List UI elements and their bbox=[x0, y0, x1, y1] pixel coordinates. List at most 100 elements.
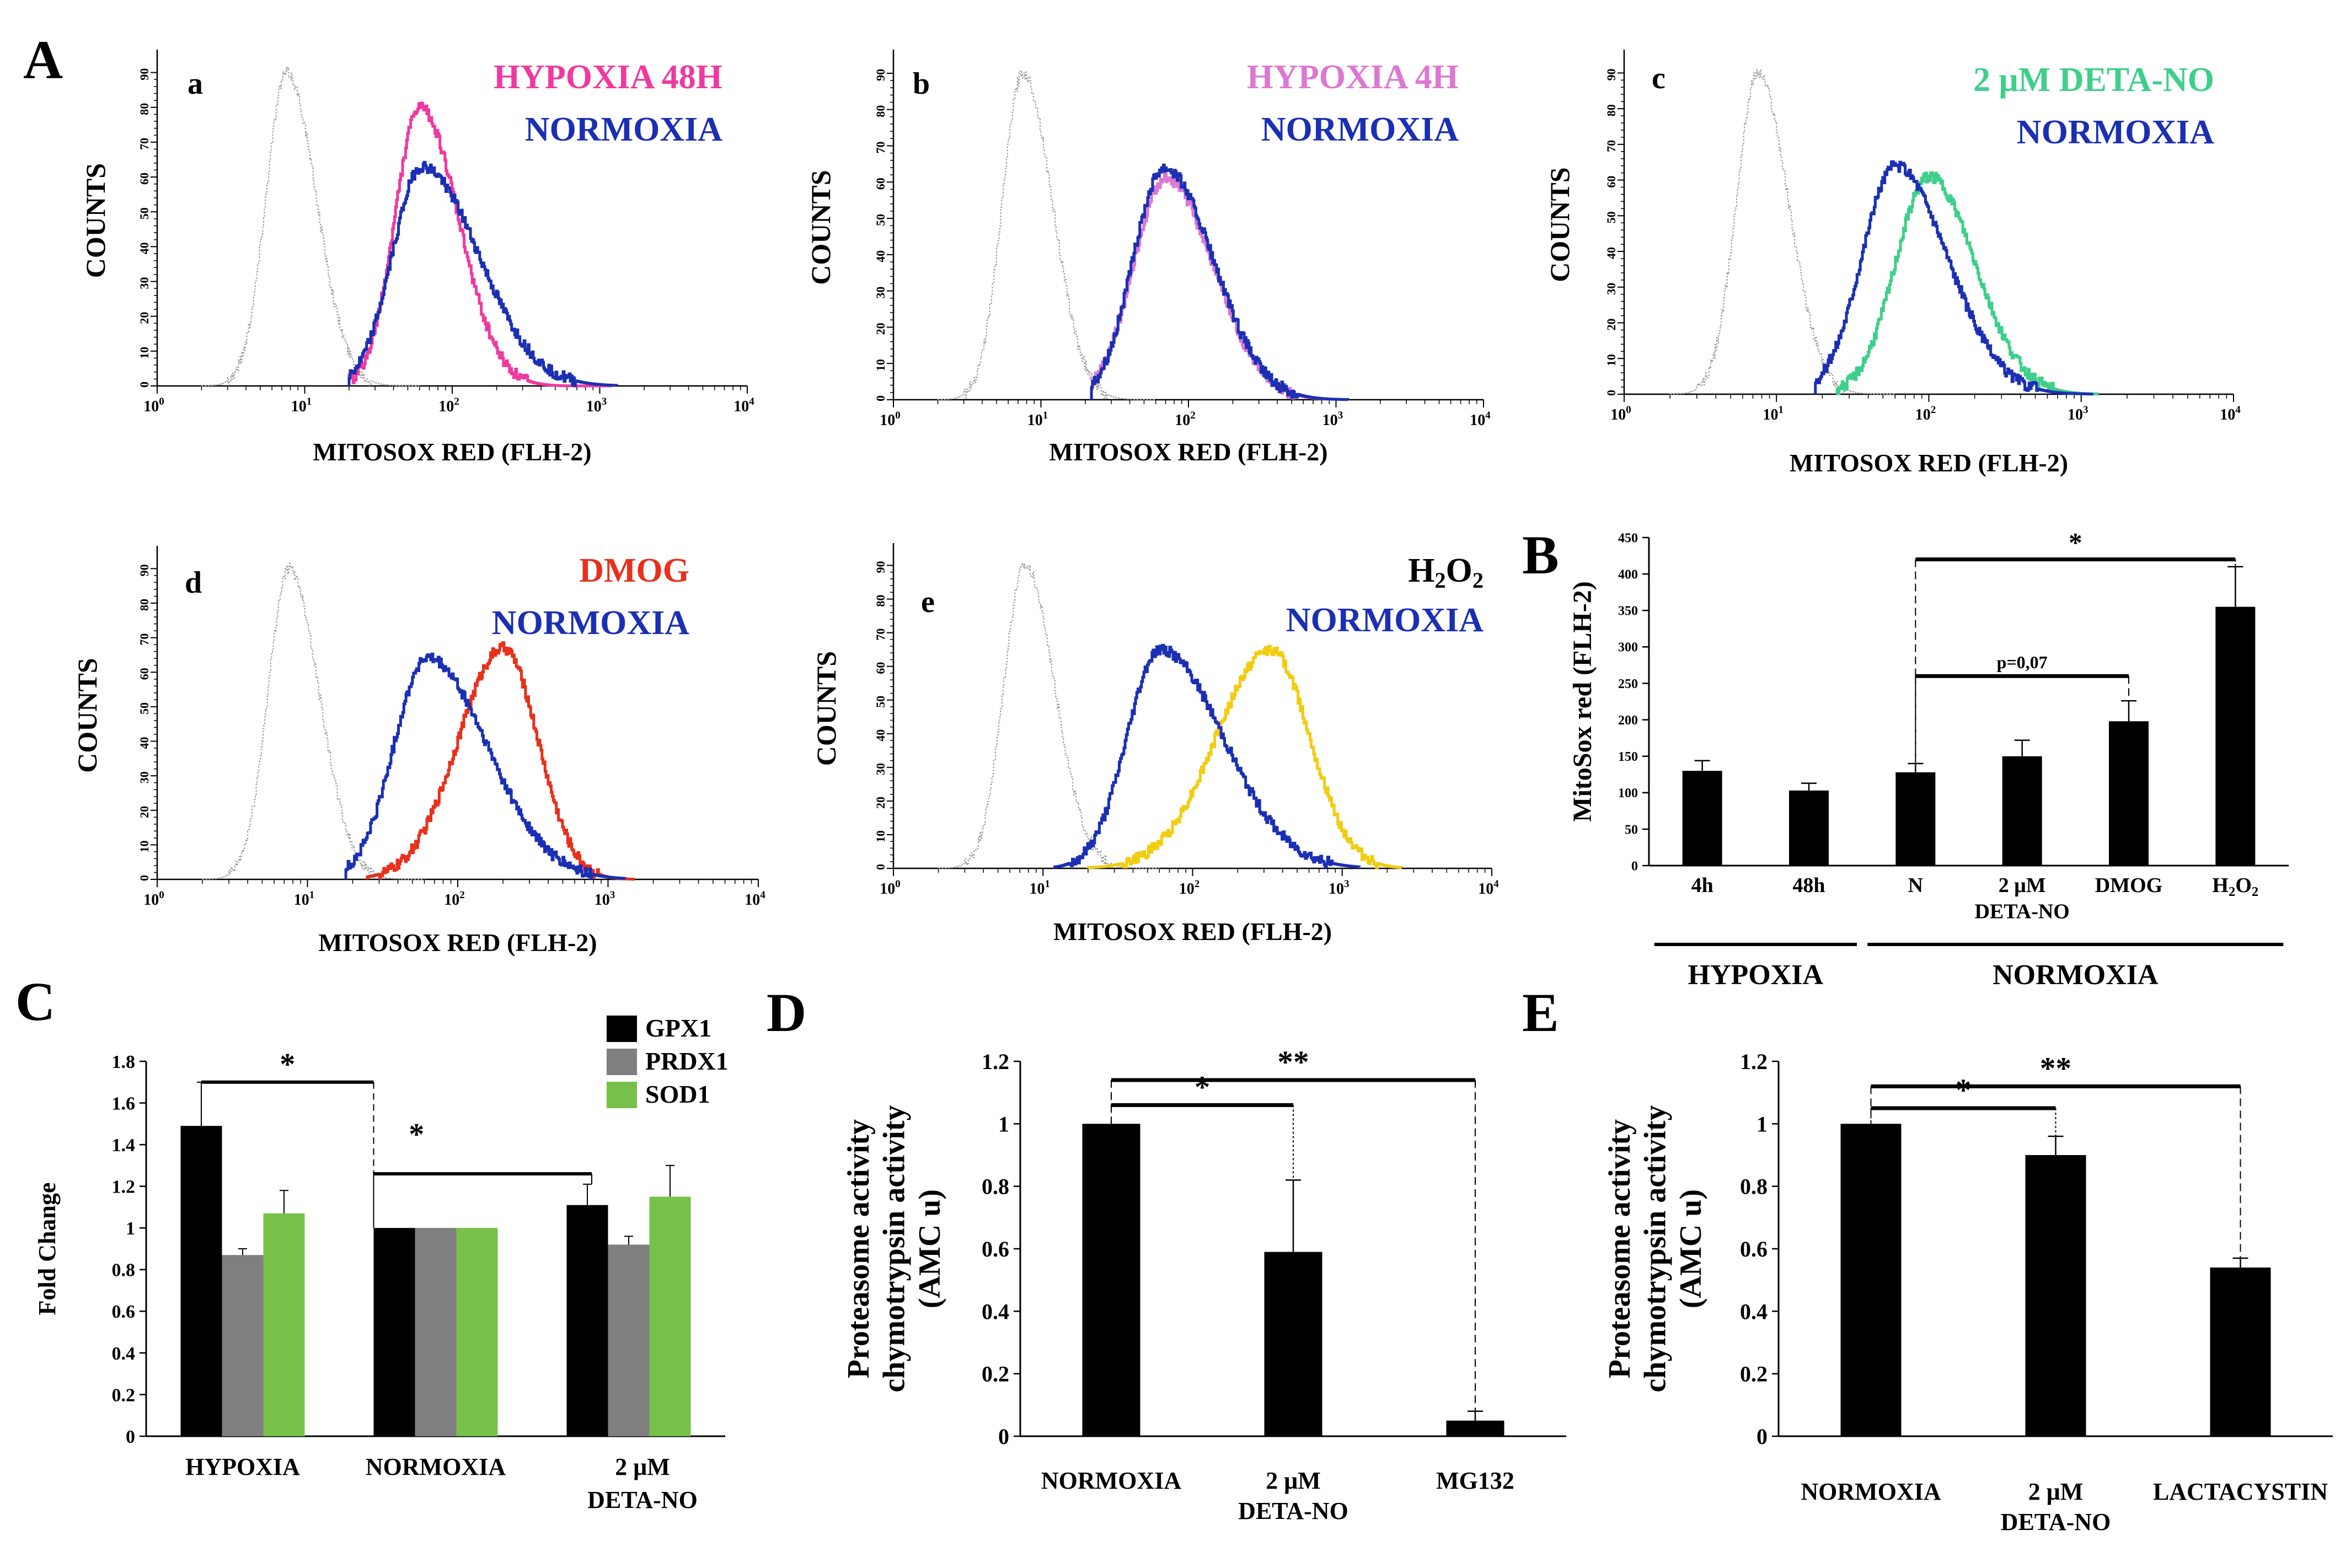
y-tick-label: 30 bbox=[137, 277, 151, 289]
panel-letter-B: B bbox=[1522, 524, 1559, 586]
bar bbox=[2215, 606, 2256, 866]
y-tick-label: 40 bbox=[137, 242, 151, 254]
x-tick-label: 100 bbox=[880, 878, 901, 898]
x-tick-exp: 3 bbox=[2083, 404, 2088, 416]
y-axis-label: COUNTS bbox=[80, 163, 111, 278]
y-tick-label: 60 bbox=[137, 668, 151, 680]
y-tick-label: 90 bbox=[137, 68, 151, 80]
y-tick-label: 1.2 bbox=[1740, 1049, 1768, 1074]
y-tick-label: 80 bbox=[137, 599, 151, 611]
category-label: 48h bbox=[1792, 874, 1825, 897]
x-tick-base: 10 bbox=[2220, 406, 2235, 423]
y-tick-label: 50 bbox=[874, 696, 887, 708]
bar-sod1 bbox=[263, 1213, 305, 1436]
legend-normoxia: NORMOXIA bbox=[492, 604, 689, 642]
y-tick-label: 1.6 bbox=[112, 1093, 136, 1114]
y-tick-label: 300 bbox=[1618, 641, 1638, 655]
curve-control bbox=[202, 562, 425, 880]
significance-0-label: * bbox=[1956, 1073, 1972, 1108]
x-tick-exp: 1 bbox=[1779, 404, 1784, 416]
y-axis-label: chymotrypsin activity bbox=[877, 1105, 911, 1392]
panel-label: e bbox=[921, 585, 935, 619]
y-tick-label: 10 bbox=[1604, 354, 1618, 366]
group-label: HYPOXIA bbox=[1688, 959, 1824, 991]
x-tick-base: 10 bbox=[880, 412, 895, 429]
category-label: NORMOXIA bbox=[366, 1453, 506, 1480]
y-tick-label: 1 bbox=[998, 1111, 1009, 1136]
significance-0-label: * bbox=[2069, 528, 2082, 558]
y-tick-label: 0 bbox=[998, 1424, 1009, 1449]
x-tick-label: 101 bbox=[291, 396, 312, 415]
y-axis-label: Fold Change bbox=[34, 1183, 61, 1315]
curve-dmog bbox=[366, 641, 635, 881]
x-tick-label: 101 bbox=[1763, 404, 1784, 423]
y-tick-label: 10 bbox=[137, 347, 151, 359]
y-tick-label: 50 bbox=[1604, 211, 1618, 223]
y-tick-label: 70 bbox=[874, 629, 887, 641]
x-axis-label: MITOSOX RED (FLH-2) bbox=[318, 928, 597, 957]
y-tick-label: 0 bbox=[1604, 390, 1618, 396]
x-tick-base: 10 bbox=[1030, 880, 1045, 898]
x-tick-base: 10 bbox=[438, 398, 454, 415]
curve-hypoxia-48h bbox=[347, 101, 612, 388]
bar-prdx1 bbox=[415, 1228, 457, 1436]
significance-1-label: ** bbox=[2040, 1051, 2071, 1086]
bar bbox=[2210, 1268, 2271, 1436]
curve-h2o2 bbox=[1086, 645, 1404, 869]
y-tick-label: 20 bbox=[874, 797, 887, 809]
x-tick-exp: 4 bbox=[1493, 878, 1499, 890]
curve-control bbox=[938, 562, 1160, 869]
bar-sod1 bbox=[456, 1228, 498, 1436]
category-label: LACTACYSTIN bbox=[2153, 1478, 2328, 1505]
category-label: 2 μM bbox=[1266, 1467, 1320, 1494]
category-label: DETA-NO bbox=[1238, 1497, 1348, 1524]
x-tick-label: 102 bbox=[438, 396, 459, 415]
curve-normoxia bbox=[344, 652, 626, 880]
text-part: H bbox=[2212, 874, 2229, 897]
significance-0-label: * bbox=[280, 1048, 295, 1082]
curve-control bbox=[1669, 69, 1895, 395]
category-label: H2O2 bbox=[2212, 874, 2258, 899]
y-tick-label: 10 bbox=[874, 359, 887, 371]
x-tick-base: 10 bbox=[1763, 406, 1779, 423]
x-tick-label: 104 bbox=[1470, 410, 1491, 429]
x-tick-exp: 0 bbox=[895, 878, 901, 890]
y-axis-label: COUNTS bbox=[72, 658, 103, 772]
x-tick-exp: 3 bbox=[1344, 878, 1349, 890]
x-tick-label: 104 bbox=[745, 889, 765, 909]
y-tick-label: 0.8 bbox=[982, 1174, 1009, 1199]
x-tick-base: 10 bbox=[294, 892, 309, 909]
legend-swatch-gpx1 bbox=[607, 1016, 637, 1042]
panel-label: b bbox=[913, 67, 930, 101]
bar bbox=[1082, 1124, 1140, 1436]
x-tick-base: 10 bbox=[1322, 412, 1338, 429]
x-tick-label: 100 bbox=[1610, 404, 1631, 423]
y-tick-label: 30 bbox=[874, 287, 887, 299]
y-tick-label: 0.2 bbox=[1740, 1362, 1768, 1387]
y-tick-label: 30 bbox=[1604, 283, 1618, 295]
x-tick-base: 10 bbox=[143, 398, 159, 415]
y-tick-label: 0 bbox=[137, 382, 151, 388]
y-tick-label: 0.6 bbox=[1740, 1237, 1768, 1261]
x-tick-exp: 3 bbox=[602, 396, 607, 407]
x-tick-label: 103 bbox=[2068, 404, 2088, 423]
y-axis-label: COUNTS bbox=[805, 170, 836, 284]
y-tick-label: 50 bbox=[1625, 823, 1638, 837]
y-tick-label: 0 bbox=[126, 1427, 135, 1447]
bar bbox=[1895, 772, 1936, 866]
x-tick-label: 103 bbox=[1322, 410, 1343, 429]
y-tick-label: 1.2 bbox=[982, 1049, 1009, 1074]
bar-sod1 bbox=[649, 1196, 691, 1436]
legend-normoxia: NORMOXIA bbox=[1261, 111, 1459, 148]
text-part: H bbox=[1408, 552, 1434, 589]
x-tick-exp: 0 bbox=[895, 410, 901, 421]
x-axis-label: MITOSOX RED (FLH-2) bbox=[1049, 438, 1327, 466]
panel-letter-D: D bbox=[767, 982, 806, 1043]
y-tick-label: 10 bbox=[874, 830, 887, 842]
y-tick-label: 20 bbox=[874, 323, 887, 335]
x-tick-label: 103 bbox=[595, 889, 615, 909]
panel-letter-A: A bbox=[23, 29, 63, 90]
y-axis-label: (AMC u) bbox=[913, 1189, 947, 1308]
